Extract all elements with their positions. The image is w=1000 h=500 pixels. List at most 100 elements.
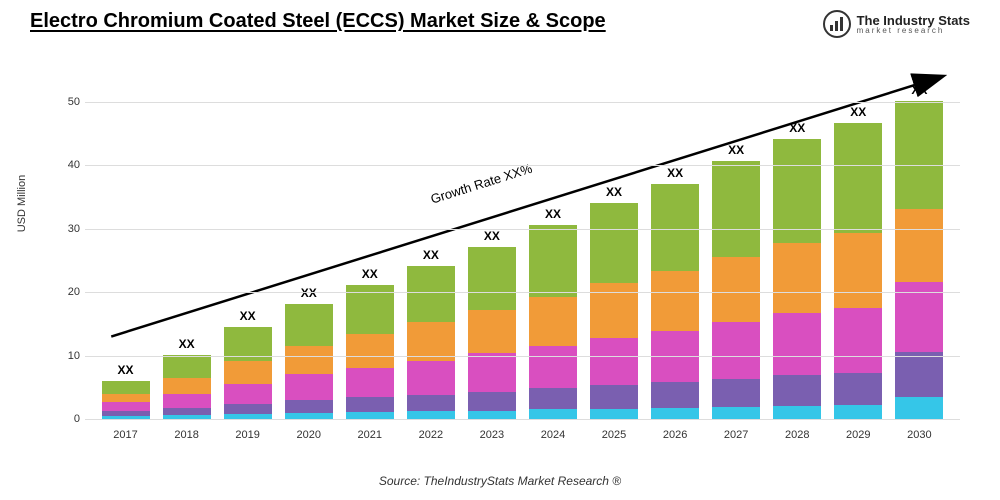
bar-segment [773,313,821,375]
x-tick-label: 2030 [907,429,931,441]
bar-segment [102,394,150,403]
bar-segment [773,406,821,419]
bar-segment [651,408,699,419]
bar-segment [285,374,333,399]
bar-value-label: XX [911,83,927,97]
bar-segment [407,361,455,395]
bar-segment [712,161,760,256]
bar-value-label: XX [240,309,256,323]
bar-stack [407,266,455,419]
x-tick-label: 2029 [846,429,870,441]
grid-line [85,229,960,230]
bar-segment [346,397,394,412]
bar-segment [102,381,150,394]
bar-column: XX2024 [529,207,577,419]
bar-segment [895,209,943,282]
bar-column: XX2021 [346,267,394,419]
bar-segment [834,123,882,233]
bar-segment [285,346,333,374]
bar-stack [285,304,333,419]
bar-value-label: XX [728,143,744,157]
grid-line [85,419,960,420]
bar-value-label: XX [545,207,561,221]
bar-value-label: XX [118,363,134,377]
bar-column: XX2022 [407,248,455,419]
bar-segment [773,375,821,406]
bar-segment [285,400,333,413]
y-tick-label: 40 [55,159,80,171]
bar-segment [651,184,699,271]
bar-segment [590,203,638,283]
bar-column: XX2019 [224,309,272,419]
bar-value-label: XX [301,286,317,300]
x-tick-label: 2021 [358,429,382,441]
y-tick-label: 10 [55,350,80,362]
bar-segment [834,405,882,419]
bar-segment [407,266,455,322]
x-tick-label: 2027 [724,429,748,441]
bar-segment [529,297,577,346]
bar-segment [407,395,455,412]
bar-segment [590,338,638,386]
y-axis-label: USD Million [16,175,28,232]
bar-segment [468,247,516,310]
bar-segment [895,101,943,209]
bar-segment [285,304,333,346]
bar-segment [468,411,516,419]
logo-text: The Industry Stats market research [857,14,970,35]
bar-column: XX2027 [712,143,760,419]
y-tick-label: 0 [55,413,80,425]
bar-segment [651,382,699,407]
bar-segment [834,233,882,308]
bar-segment [224,361,272,384]
bar-segment [895,352,943,397]
plot-region: XX2017XX2018XX2019XX2020XX2021XX2022XX20… [85,70,960,420]
y-tick-label: 20 [55,286,80,298]
bar-value-label: XX [362,267,378,281]
bar-value-label: XX [423,248,439,262]
bar-stack [590,203,638,419]
bar-column: XX2017 [102,363,150,419]
bar-segment [163,378,211,393]
x-tick-label: 2026 [663,429,687,441]
bar-value-label: XX [179,337,195,351]
bar-segment [712,257,760,323]
grid-line [85,102,960,103]
bar-segment [468,310,516,353]
bar-stack [529,225,577,419]
x-tick-label: 2018 [174,429,198,441]
gear-chart-icon [823,10,851,38]
grid-line [85,356,960,357]
bar-segment [590,385,638,409]
bar-stack [773,139,821,419]
grid-line [85,165,960,166]
bar-stack [163,355,211,419]
bar-segment [346,412,394,419]
bar-column: XX2030 [895,83,943,419]
bar-segment [590,409,638,419]
x-tick-label: 2023 [480,429,504,441]
source-caption: Source: TheIndustryStats Market Research… [0,474,1000,488]
bar-segment [102,402,150,411]
bar-segment [529,388,577,409]
bar-segment [468,353,516,391]
bar-segment [834,308,882,373]
x-tick-label: 2020 [296,429,320,441]
bar-segment [712,379,760,407]
bar-column: XX2025 [590,185,638,419]
bar-segment [529,225,577,297]
bar-stack [102,381,150,419]
bar-segment [834,373,882,405]
brand-logo: The Industry Stats market research [823,10,970,38]
bar-segment [712,407,760,419]
chart-area: USD Million XX2017XX2018XX2019XX2020XX20… [30,60,970,450]
bar-value-label: XX [789,121,805,135]
x-tick-label: 2022 [419,429,443,441]
logo-sub: market research [857,27,970,35]
bar-segment [224,404,272,414]
bar-segment [346,334,394,368]
bar-segment [895,397,943,419]
bar-stack [712,161,760,419]
x-tick-label: 2017 [113,429,137,441]
bar-segment [224,384,272,404]
